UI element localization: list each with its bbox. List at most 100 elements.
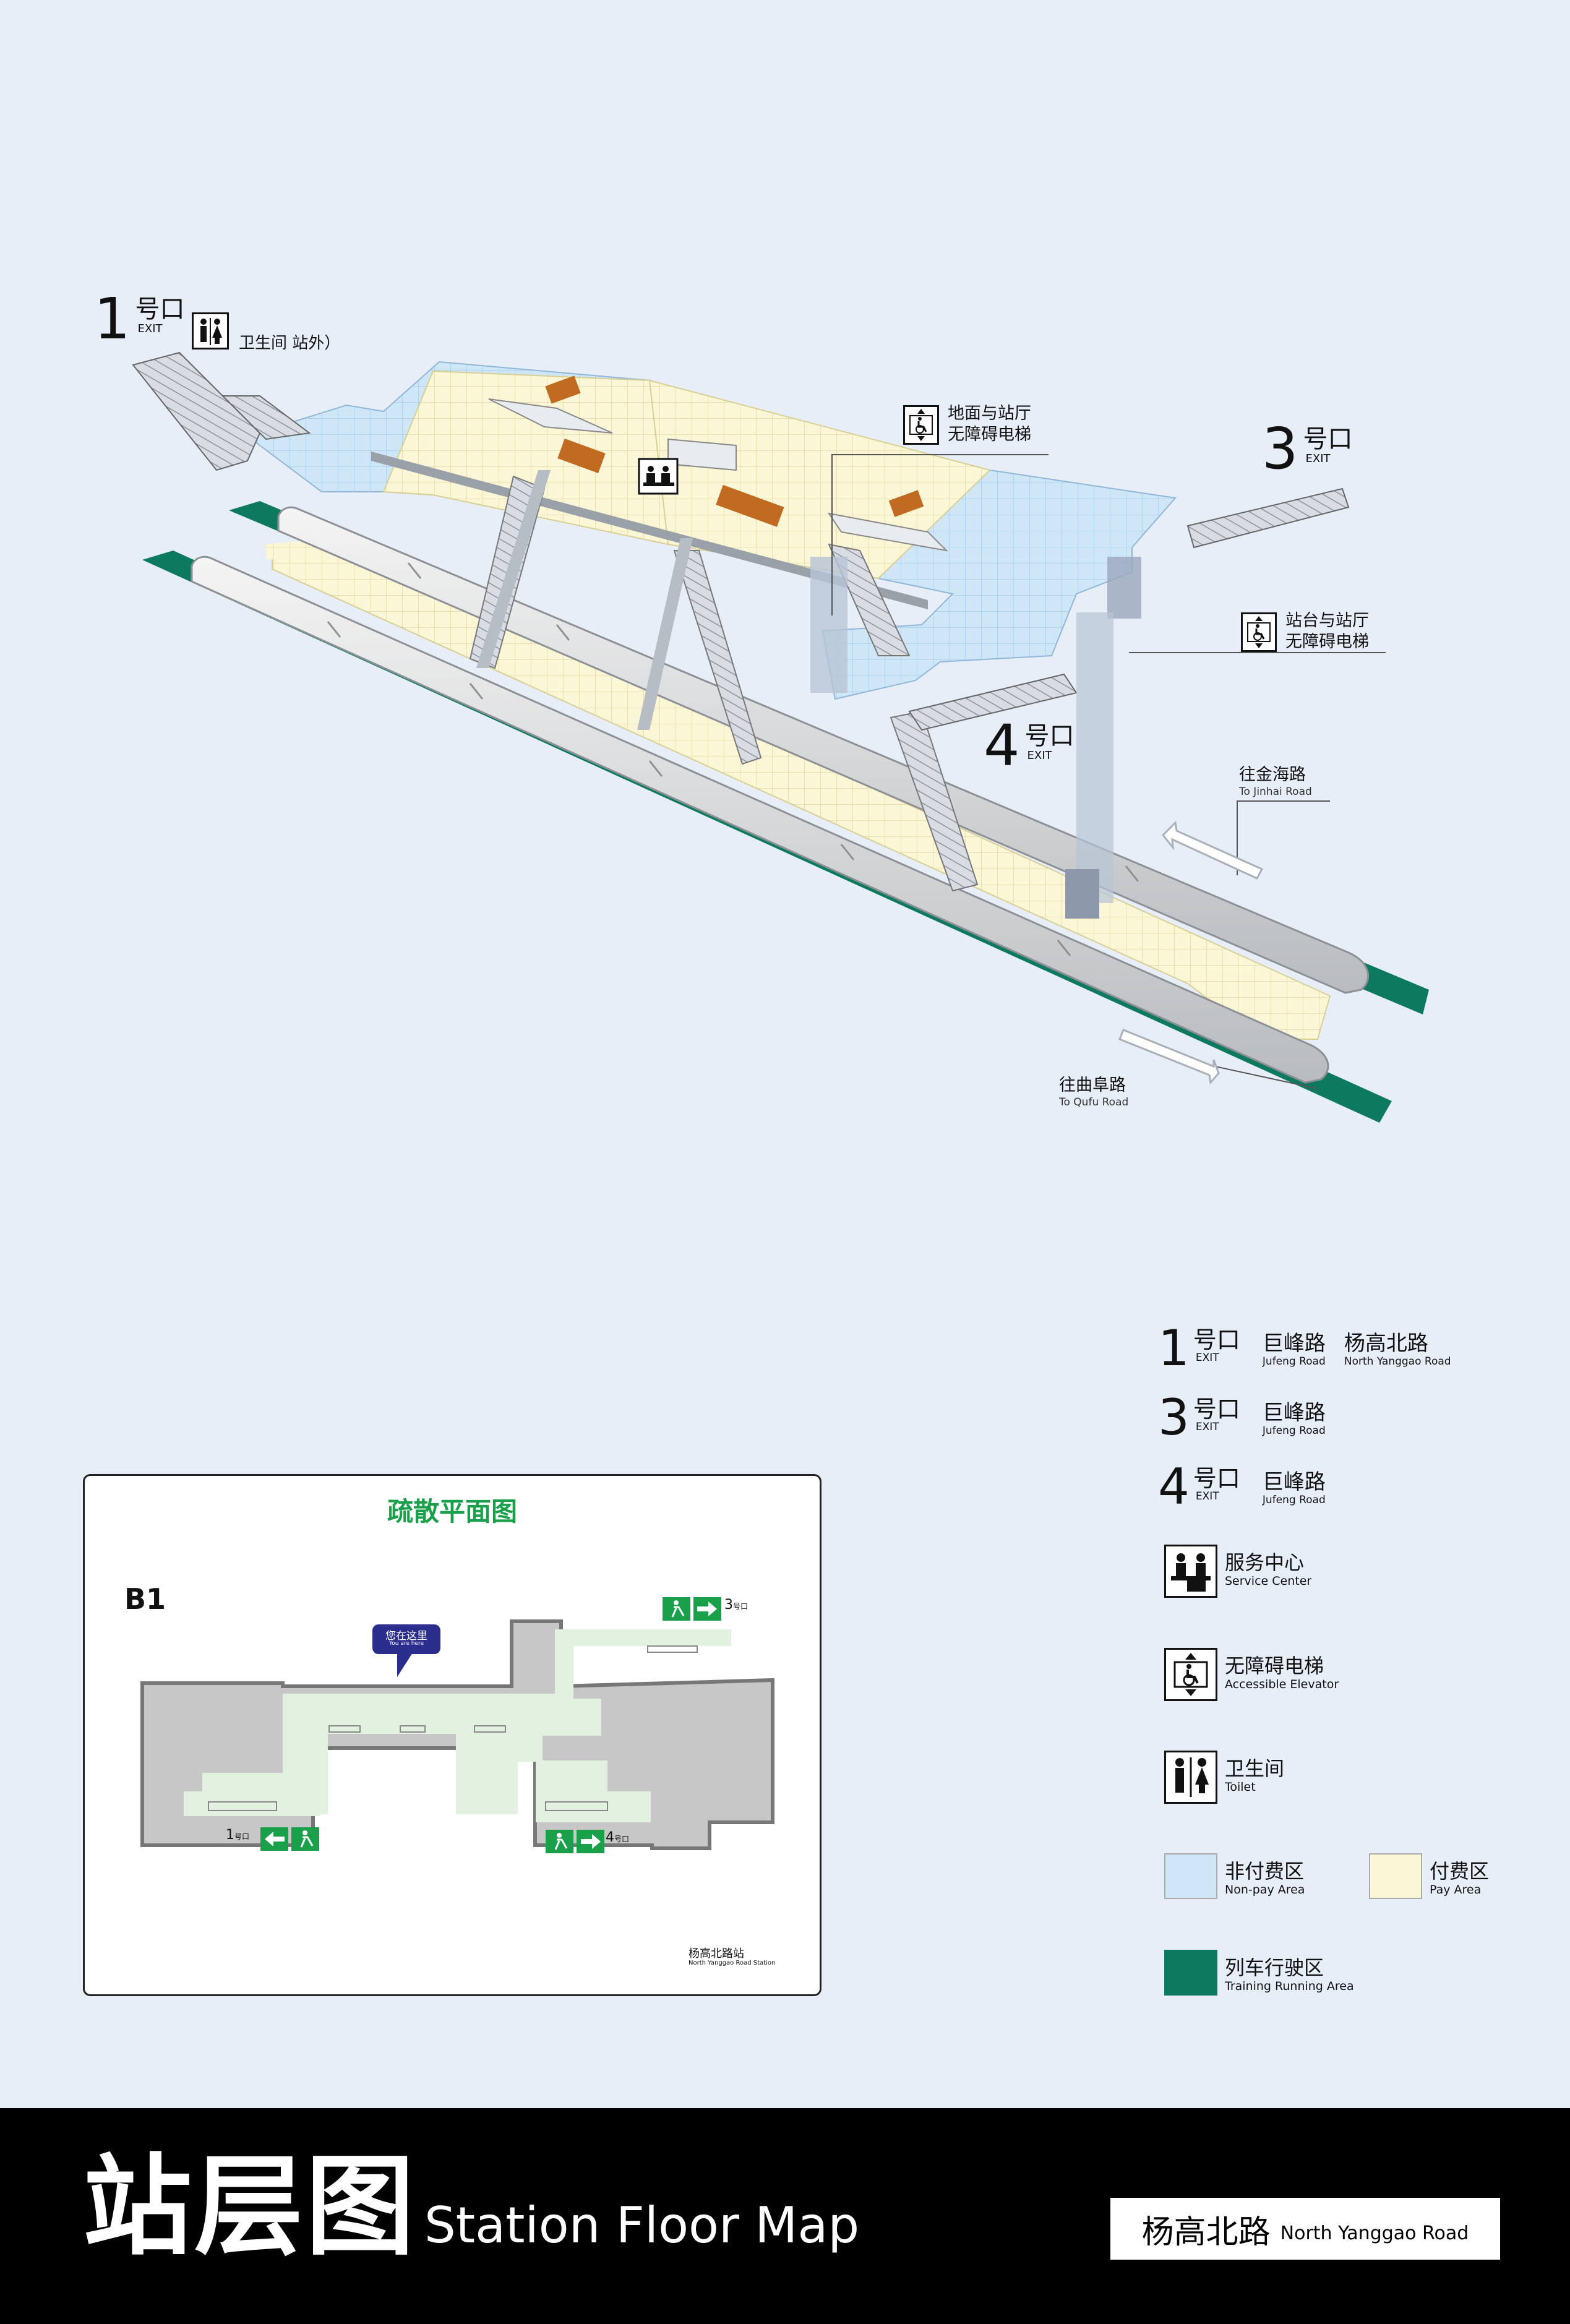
- legend-exit3: 3 号口 EXIT 巨峰路 Jufeng Road: [1158, 1393, 1344, 1443]
- evac-exit-num: 4: [606, 1830, 614, 1845]
- direction-cn: 往曲阜路: [1059, 1076, 1126, 1095]
- you-are-here-en: You are here: [388, 1640, 424, 1647]
- you-are-here-marker: [372, 1624, 440, 1677]
- legend-road-en: Jufeng Road: [1262, 1355, 1326, 1368]
- exit-number: 3: [1262, 416, 1298, 482]
- exit1-label: 1 号口 EXIT: [94, 291, 185, 348]
- callout-line1: 地面与站厅: [948, 404, 1031, 423]
- direction-qufu: 往曲阜路 To Qufu Road: [1059, 1075, 1128, 1108]
- legend-exit-number: 4: [1158, 1458, 1190, 1516]
- station-name-box: 杨高北路 North Yanggao Road: [1110, 2198, 1500, 2260]
- evac-exit4-label: 4号口: [606, 1830, 629, 1845]
- ground-elevator-callout: 地面与站厅 无障碍电梯: [948, 403, 1031, 445]
- direction-arrows: [1118, 820, 1264, 1085]
- legend-en: Pay Area: [1430, 1883, 1482, 1897]
- concourse-service-center-icon: [638, 458, 679, 495]
- direction-jinhai: 往金海路 To Jinhai Road: [1239, 765, 1312, 798]
- legend-exit-number: 3: [1158, 1389, 1190, 1446]
- page-title-en: Station Floor Map: [424, 2197, 860, 2254]
- concourse-escalator-heads: [488, 398, 948, 552]
- legend-road-cn: 杨高北路: [1344, 1331, 1428, 1356]
- evac-exit-suffix: 号口: [614, 1835, 630, 1843]
- exit-en: EXIT: [1305, 452, 1331, 465]
- ticket-gates: [545, 375, 924, 527]
- evac-station-en: North Yanggao Road Station: [688, 1960, 776, 1966]
- exit1-stairs: [132, 351, 311, 471]
- train-lower: [191, 555, 1329, 1084]
- legend-exit-en: EXIT: [1195, 1352, 1219, 1364]
- legend-train: 列车行驶区 Training Running Area: [1164, 1950, 1354, 1996]
- legend-road-en: North Yanggao Road: [1344, 1355, 1451, 1368]
- evacuation-floor-plan: [140, 1597, 774, 1853]
- train-swatch: [1164, 1950, 1217, 1996]
- legend-cn: 卫生间: [1225, 1757, 1285, 1780]
- exit-number: 1: [94, 286, 131, 352]
- callout-line2: 无障碍电梯: [1285, 632, 1369, 651]
- evac-exit3-label: 3号口: [724, 1597, 748, 1613]
- legend-accessible-elevator: 无障碍电梯 Accessible Elevator: [1164, 1648, 1339, 1701]
- legend-exit-cn: 号口: [1193, 1465, 1240, 1492]
- toilet-note: 卫生间 站外）: [239, 334, 341, 353]
- legend-road-en: Jufeng Road: [1262, 1425, 1326, 1437]
- exit-en: EXIT: [137, 322, 163, 335]
- accessible-elevator-icon: [1241, 612, 1277, 652]
- evac-exit-3: [663, 1597, 721, 1621]
- legend-en: Toilet: [1225, 1780, 1256, 1794]
- legend-road-en: Jufeng Road: [1262, 1494, 1326, 1506]
- evac-exit-suffix: 号口: [234, 1832, 250, 1841]
- legend-exit-cn: 号口: [1193, 1396, 1240, 1423]
- page-title-cn: 站层图: [83, 2143, 418, 2270]
- evac-exit-suffix: 号口: [733, 1602, 749, 1611]
- evac-station-cn: 杨高北路站: [688, 1947, 744, 1960]
- exit4-label: 4 号口 EXIT: [984, 718, 1075, 774]
- legend-exit-en: EXIT: [1195, 1421, 1219, 1433]
- legend-road-cn: 巨峰路: [1262, 1470, 1326, 1494]
- direction-cn: 往金海路: [1239, 765, 1306, 784]
- legend-service-center: 服务中心 Service Center: [1164, 1545, 1311, 1598]
- legend-cn: 无障碍电梯: [1225, 1654, 1324, 1678]
- legend-exit4: 4 号口 EXIT 巨峰路 Jufeng Road: [1158, 1462, 1344, 1512]
- evacuation-plan-panel: 疏散平面图 B1: [83, 1474, 821, 1996]
- legend-en: Service Center: [1225, 1574, 1312, 1588]
- exit-cn: 号口: [1303, 425, 1353, 453]
- exit-cn: 号口: [135, 295, 185, 324]
- legend-non-pay: 非付费区 Non-pay Area: [1164, 1853, 1305, 1899]
- legend-exit-en: EXIT: [1195, 1490, 1219, 1503]
- platform-pay-area: [266, 537, 1331, 1040]
- exit3-stairs: [1186, 487, 1350, 549]
- platform-elevator-callout: 站台与站厅 无障碍电梯: [1285, 611, 1369, 653]
- toilet-icon: [1164, 1751, 1217, 1804]
- legend-en: Accessible Elevator: [1225, 1678, 1339, 1691]
- station-name-cn: 杨高北路: [1141, 2213, 1271, 2251]
- floor-label: B1: [124, 1582, 166, 1616]
- station-3d-diagram: [132, 351, 1429, 1123]
- legend-cn: 服务中心: [1225, 1551, 1305, 1574]
- footer-bar: 站层图 Station Floor Map 杨高北路 North Yanggao…: [0, 2108, 1570, 2324]
- legend-road-cn: 巨峰路: [1262, 1400, 1326, 1425]
- exit3-label: 3 号口 EXIT: [1262, 421, 1353, 478]
- evac-exit-num: 3: [724, 1597, 733, 1613]
- you-are-here-cn: 您在这里: [385, 1630, 427, 1642]
- station-name-en: North Yanggao Road: [1280, 2222, 1469, 2244]
- accessible-elevator-icon: [1164, 1648, 1217, 1701]
- legend-cn: 付费区: [1430, 1859, 1490, 1883]
- direction-en: To Qufu Road: [1059, 1096, 1129, 1108]
- evac-exit-4: [546, 1830, 604, 1853]
- legend-exit1: 1 号口 EXIT 巨峰路 Jufeng Road 杨高北路 North Yan…: [1158, 1324, 1470, 1373]
- legend-exit-number: 1: [1158, 1319, 1190, 1377]
- legend-exit-cn: 号口: [1193, 1326, 1240, 1353]
- pay-swatch: [1369, 1853, 1422, 1899]
- exit-cn: 号口: [1024, 722, 1075, 750]
- toilet-icon: [192, 312, 229, 349]
- legend-en: Non-pay Area: [1225, 1883, 1305, 1897]
- direction-en: To Jinhai Road: [1239, 786, 1312, 798]
- legend-cn: 列车行驶区: [1225, 1956, 1324, 1979]
- legend-toilet: 卫生间 Toilet: [1164, 1751, 1284, 1804]
- service-center-icon: [1164, 1545, 1217, 1598]
- non-pay-swatch: [1164, 1853, 1217, 1899]
- legend-pay: 付费区 Pay Area: [1369, 1853, 1489, 1899]
- evac-exit-1: [260, 1827, 319, 1851]
- callout-lines: [831, 454, 1386, 1089]
- legend-en: Training Running Area: [1225, 1979, 1354, 1993]
- structural-supports: [476, 470, 693, 730]
